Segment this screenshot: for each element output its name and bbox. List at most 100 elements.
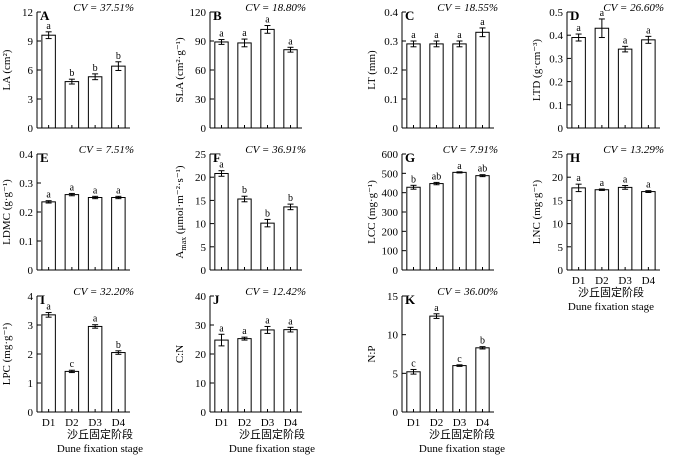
x-tick-label-I-D2: D2 bbox=[65, 417, 78, 429]
bar-F-D4 bbox=[283, 206, 298, 271]
bar-B-D3 bbox=[260, 28, 275, 129]
sig-letter-I-D3: a bbox=[93, 314, 98, 325]
y-tick-label-K-3: 15 bbox=[387, 291, 399, 303]
y-tick-label-J-1: 10 bbox=[195, 378, 207, 390]
sig-letter-I-D4: b bbox=[116, 340, 121, 351]
cv-label-I: CV = 32.20% bbox=[73, 286, 134, 298]
sig-letter-H-D1: a bbox=[576, 173, 581, 184]
x-tick-label-H-D1: D1 bbox=[572, 275, 585, 287]
y-tick-label-G-4: 400 bbox=[382, 188, 399, 200]
y-tick-label-K-1: 5 bbox=[393, 368, 399, 380]
bar-C-D2 bbox=[429, 43, 444, 129]
cv-label-B: CV = 18.80% bbox=[245, 2, 306, 14]
bar-J-D2 bbox=[237, 338, 252, 413]
bar-I-D3 bbox=[87, 325, 103, 413]
x-tick-label-J-D2: D2 bbox=[238, 417, 251, 429]
x-tick-label-H-D2: D2 bbox=[595, 275, 608, 287]
sig-letter-H-D3: a bbox=[623, 175, 628, 186]
y-tick-label-F-4: 20 bbox=[195, 172, 207, 184]
sig-letter-G-D3: a bbox=[457, 161, 462, 172]
y-tick-label-A-1: 3 bbox=[28, 94, 34, 106]
cv-label-F: CV = 36.91% bbox=[245, 144, 306, 156]
cv-label-A: CV = 37.51% bbox=[73, 2, 134, 14]
sig-letter-H-D2: a bbox=[600, 178, 605, 189]
panel-H: 0 5 10 15 20 25 a D1 a D2 a D3 a D4 H CV = 13.29% LNC (m… bbox=[531, 144, 664, 287]
y-tick-label-H-2: 10 bbox=[552, 219, 564, 231]
panel-letter-C: C bbox=[405, 8, 414, 23]
bar-K-D2 bbox=[429, 315, 444, 413]
x-tick-label-J-D3: D3 bbox=[261, 417, 275, 429]
panel-A: 0 3 6 9 12 a b b b A CV = 37.51% LA (cm²) bbox=[1, 2, 134, 135]
bar-A-D2 bbox=[64, 81, 80, 129]
bar-B-D4 bbox=[283, 49, 298, 129]
panel-letter-G: G bbox=[405, 150, 415, 165]
y-axis-label-G: LCC (mg·g⁻¹) bbox=[366, 180, 378, 244]
cv-label-H: CV = 13.29% bbox=[603, 144, 664, 156]
sig-letter-H-D4: a bbox=[646, 180, 651, 191]
bar-A-D1 bbox=[41, 34, 56, 129]
y-tick-label-H-5: 25 bbox=[552, 149, 564, 161]
bar-B-D1 bbox=[214, 41, 229, 129]
sig-letter-D-D1: a bbox=[576, 23, 581, 34]
sig-letter-J-D2: a bbox=[242, 326, 247, 337]
x-tick-label-J-D1: D1 bbox=[215, 417, 228, 429]
panel-letter-I: I bbox=[40, 292, 45, 307]
sig-letter-I-D1: a bbox=[46, 302, 51, 313]
sig-letter-E-D2: a bbox=[70, 182, 75, 193]
panel-letter-E: E bbox=[40, 150, 49, 165]
sig-letter-B-D4: a bbox=[288, 36, 293, 47]
sig-letter-B-D3: a bbox=[265, 15, 270, 26]
bar-K-D3 bbox=[452, 365, 467, 413]
sig-letter-G-D1: b bbox=[411, 174, 416, 185]
bar-J-D3 bbox=[260, 329, 275, 413]
bar-H-D4 bbox=[641, 191, 656, 271]
sig-letter-A-D2: b bbox=[69, 68, 74, 79]
sig-letter-D-D3: a bbox=[623, 35, 628, 46]
sig-letter-D-D2: a bbox=[600, 8, 605, 19]
panel-letter-K: K bbox=[405, 292, 416, 307]
y-tick-label-H-3: 15 bbox=[552, 195, 564, 207]
bar-F-D1 bbox=[214, 172, 229, 271]
y-tick-label-B-3: 90 bbox=[195, 36, 207, 48]
panel-K: 0 5 10 15 c D1 a D2 c D3 b D4 K CV = 36.00% N:P bbox=[366, 286, 498, 429]
y-tick-label-K-0: 0 bbox=[393, 407, 399, 419]
bar-E-D3 bbox=[87, 197, 103, 271]
sig-letter-E-D4: a bbox=[116, 185, 121, 196]
y-tick-label-E-4: 0.4 bbox=[19, 149, 33, 161]
x-tick-label-K-D2: D2 bbox=[430, 417, 443, 429]
bar-A-D4 bbox=[111, 65, 126, 129]
panel-letter-B: B bbox=[213, 8, 222, 23]
x-tick-label-I-D4: D4 bbox=[112, 417, 126, 429]
y-tick-label-D-1: 0.1 bbox=[549, 100, 563, 112]
x-tick-label-I-D3: D3 bbox=[88, 417, 102, 429]
y-tick-label-I-0: 0 bbox=[28, 407, 34, 419]
y-tick-label-I-1: 1 bbox=[28, 378, 34, 390]
y-tick-label-A-3: 9 bbox=[28, 36, 34, 48]
panel-letter-H: H bbox=[570, 150, 580, 165]
sig-letter-F-D1: a bbox=[219, 160, 224, 171]
x-axis-title-en-H: Dune fixation stage bbox=[568, 301, 654, 313]
y-tick-label-E-2: 0.2 bbox=[19, 207, 33, 219]
x-axis-title-zh-J: 沙丘固定阶段 bbox=[239, 427, 305, 441]
cv-label-K: CV = 36.00% bbox=[437, 286, 498, 298]
bar-H-D2 bbox=[594, 189, 610, 271]
sig-letter-G-D2: ab bbox=[432, 171, 441, 182]
panel-letter-J: J bbox=[213, 292, 220, 307]
y-tick-label-G-5: 500 bbox=[382, 168, 399, 180]
sig-letter-C-D3: a bbox=[457, 30, 462, 41]
y-tick-label-E-3: 0.3 bbox=[19, 178, 33, 190]
y-tick-label-E-1: 0.1 bbox=[19, 236, 33, 248]
y-axis-label-A: LA (cm²) bbox=[1, 49, 13, 90]
bar-B-D2 bbox=[237, 42, 252, 129]
bar-C-D3 bbox=[452, 43, 467, 129]
x-axis-title-en-J: Dune fixation stage bbox=[229, 443, 315, 455]
x-tick-label-H-D4: D4 bbox=[642, 275, 656, 287]
panel-letter-D: D bbox=[570, 8, 579, 23]
x-axis-title-zh-K: 沙丘固定阶段 bbox=[429, 427, 495, 441]
y-tick-label-A-0: 0 bbox=[28, 123, 34, 135]
panel-G: 0 100 200 300 400 500 600 b ab a ab G CV = 7.91% LCC … bbox=[366, 144, 498, 277]
bar-E-D4 bbox=[111, 197, 126, 271]
bar-D-D1 bbox=[571, 37, 586, 129]
